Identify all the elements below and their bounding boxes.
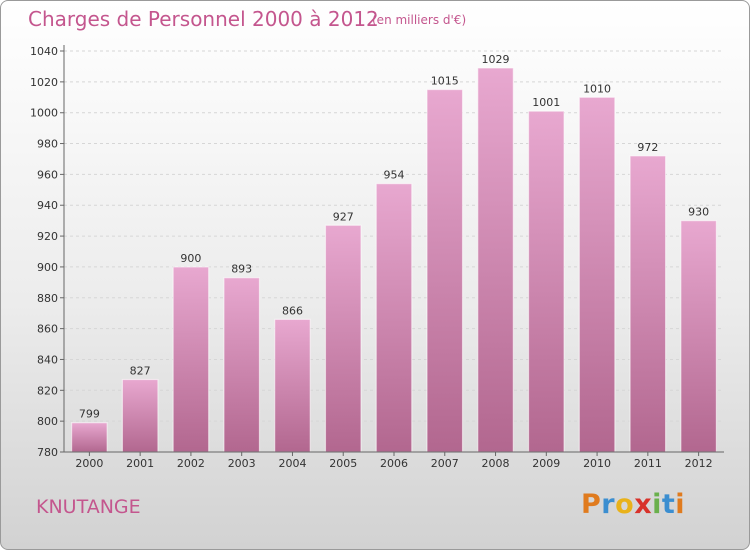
brand-letter: t [661, 489, 676, 520]
bar [71, 422, 108, 453]
y-tick-label: 820 [37, 384, 58, 397]
bar [223, 277, 261, 453]
bar [527, 110, 565, 453]
data-label: 1015 [431, 75, 459, 88]
data-label: 866 [282, 304, 303, 317]
x-tick-label: 2011 [634, 457, 662, 470]
data-label: 930 [688, 206, 709, 219]
x-tick-label: 2003 [228, 457, 256, 470]
x-tick-label: 2000 [75, 457, 103, 470]
bar [629, 155, 667, 453]
bar [172, 266, 210, 453]
x-tick-label: 2009 [532, 457, 560, 470]
y-tick-label: 1000 [30, 107, 58, 120]
data-label: 1029 [482, 53, 510, 66]
x-tick-label: 2012 [685, 457, 713, 470]
x-tick-label: 2001 [126, 457, 154, 470]
data-label: 900 [180, 252, 201, 265]
x-tick-label: 2006 [380, 457, 408, 470]
chart-title: Charges de Personnel 2000 à 2012 [28, 7, 379, 31]
brand-letter: P [581, 489, 602, 520]
data-label: 954 [384, 169, 405, 182]
y-tick-label: 880 [37, 292, 58, 305]
y-tick-label: 860 [37, 323, 58, 336]
bar [375, 183, 413, 453]
y-tick-label: 980 [37, 138, 58, 151]
proxiti-logo: Proxiti [581, 489, 685, 520]
bar [578, 96, 616, 453]
bar [121, 378, 159, 453]
axis-layer: 780 800 820 840 860 880 900 920 940 960 980 1000 102… [30, 45, 724, 470]
data-label: 827 [130, 365, 151, 378]
bar-layer: 799 827 900 893 866 927 954 1015 1029 1001 1010 972… [71, 53, 717, 453]
data-label: 927 [333, 210, 354, 223]
brand-letter: i [652, 489, 662, 520]
brand-letter: r [601, 489, 616, 520]
place-name: KNUTANGE [36, 496, 141, 518]
bar [324, 224, 362, 453]
x-tick-label: 2005 [329, 457, 357, 470]
x-tick-label: 2007 [431, 457, 459, 470]
chart-subtitle: (en milliers d'€) [372, 13, 467, 27]
data-label: 1010 [583, 82, 611, 95]
x-tick-label: 2004 [278, 457, 306, 470]
data-label: 799 [79, 408, 100, 421]
bar [426, 88, 464, 453]
brand-letter: o [615, 489, 635, 520]
y-tick-label: 840 [37, 353, 58, 366]
y-tick-label: 960 [37, 168, 58, 181]
brand-letter: i [675, 489, 686, 520]
x-tick-label: 2002 [177, 457, 205, 470]
x-tick-label: 2008 [482, 457, 510, 470]
y-tick-label: 800 [37, 415, 58, 428]
x-tick-label: 2010 [583, 457, 611, 470]
bar [680, 220, 717, 453]
data-label: 972 [637, 141, 658, 154]
y-tick-label: 900 [37, 261, 58, 274]
y-tick-label: 920 [37, 230, 58, 243]
data-label: 893 [231, 263, 252, 276]
y-tick-label: 940 [37, 199, 58, 212]
y-tick-label: 780 [37, 446, 58, 459]
brand-letter: x [634, 489, 653, 520]
y-tick-label: 1020 [30, 76, 58, 89]
y-tick-label: 1040 [30, 45, 58, 58]
bar [274, 318, 311, 453]
bar [477, 67, 514, 453]
data-label: 1001 [532, 96, 560, 109]
